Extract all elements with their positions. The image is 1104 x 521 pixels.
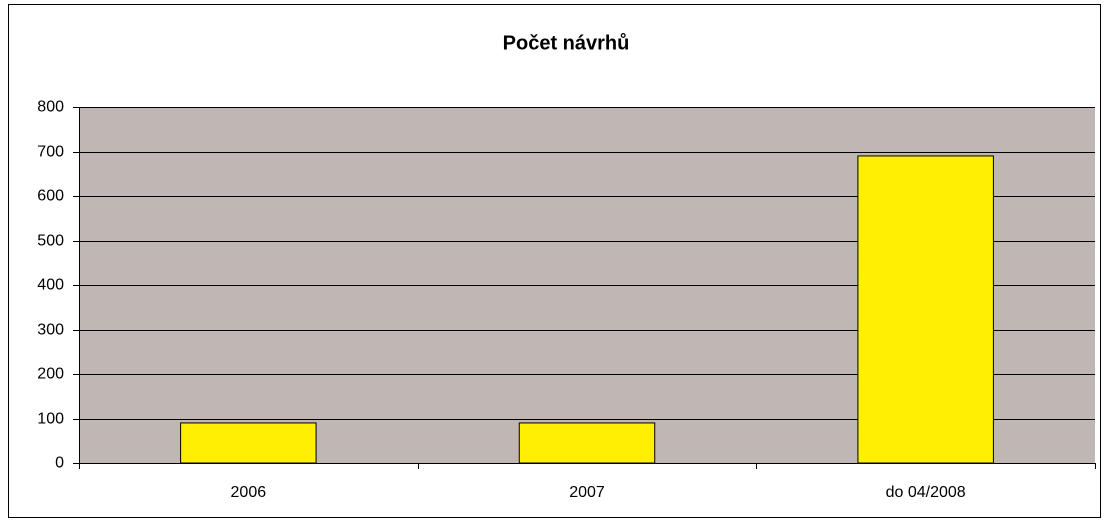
y-tick-label: 500: [37, 233, 64, 250]
y-tick-label: 700: [37, 144, 64, 161]
bar: [180, 422, 317, 464]
y-tick-label: 600: [37, 188, 64, 205]
y-tick-label: 0: [55, 455, 64, 472]
y-tick-label: 800: [37, 99, 64, 116]
x-tick-label: 2007: [569, 484, 605, 501]
y-tick-label: 400: [37, 277, 64, 294]
bar: [518, 422, 656, 464]
x-tick-label: 2006: [231, 484, 267, 501]
y-tick-label: 200: [37, 366, 64, 383]
y-tick-label: 300: [37, 322, 64, 339]
y-tick-label: 100: [37, 411, 64, 428]
chart-title: Počet návrhů: [503, 32, 630, 54]
x-tick-label: do 04/2008: [886, 484, 966, 501]
bar: [857, 155, 994, 464]
